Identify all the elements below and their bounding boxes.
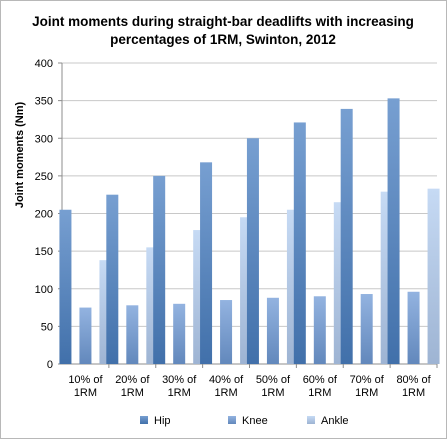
x-tick-label: 1RM — [402, 387, 425, 399]
x-tick-label: 1RM — [121, 387, 144, 399]
x-tick-label: 60% of — [303, 374, 338, 386]
bar-knee — [266, 297, 279, 364]
bar-knee — [407, 291, 420, 364]
legend-label-knee: Knee — [242, 415, 268, 427]
y-tick-label: 250 — [35, 171, 53, 183]
bar-hip — [246, 138, 259, 364]
bar-hip — [293, 122, 306, 364]
x-tick-label: 1RM — [74, 387, 97, 399]
bar-knee — [220, 300, 233, 364]
x-tick-label: 10% of — [68, 374, 103, 386]
x-tick-label: 80% of — [396, 374, 431, 386]
legend-swatch-knee — [228, 416, 236, 424]
legend-label-ankle: Ankle — [321, 415, 349, 427]
bar-knee — [126, 305, 139, 364]
y-tick-label: 50 — [41, 321, 53, 333]
x-tick-label: 20% of — [115, 374, 150, 386]
y-tick-label: 200 — [35, 209, 53, 221]
legend-label-hip: Hip — [154, 415, 171, 427]
x-tick-label: 30% of — [162, 374, 197, 386]
y-tick-label: 150 — [35, 246, 53, 258]
x-tick-label: 70% of — [350, 374, 385, 386]
x-tick-label: 1RM — [168, 387, 191, 399]
y-axis-title: Joint moments (Nm) — [14, 101, 26, 208]
y-tick-label: 350 — [35, 96, 53, 108]
y-tick-label: 400 — [35, 58, 53, 70]
y-tick-label: 300 — [35, 133, 53, 145]
legend: Hip Knee Ankle — [140, 415, 349, 427]
x-tick-label: 50% of — [256, 374, 291, 386]
y-tick-label: 0 — [47, 359, 53, 371]
bar-knee — [360, 294, 373, 364]
bar-knee — [313, 296, 326, 364]
bar-ankle — [427, 188, 440, 364]
bar-knee — [79, 307, 92, 364]
legend-swatch-hip — [140, 416, 148, 424]
y-tick-label: 100 — [35, 284, 53, 296]
bars — [59, 98, 440, 365]
bar-hip — [59, 209, 72, 364]
bar-hip — [387, 98, 400, 365]
chart-title-line: percentages of 1RM, Swinton, 2012 — [110, 32, 336, 47]
bar-hip — [106, 194, 119, 364]
bar-hip — [153, 175, 166, 364]
bar-hip — [340, 108, 353, 364]
x-tick-label: 1RM — [214, 387, 237, 399]
x-tick-label: 1RM — [261, 387, 284, 399]
y-axis-ticks: 0 50 100 150 200 250 300 350 400 — [35, 58, 62, 371]
chart-title: Joint moments during straight-bar deadli… — [32, 14, 414, 47]
bar-hip — [200, 162, 213, 364]
x-tick-label: 1RM — [355, 387, 378, 399]
x-tick-label: 1RM — [308, 387, 331, 399]
legend-swatch-ankle — [307, 416, 315, 424]
x-tick-label: 40% of — [209, 374, 244, 386]
bar-knee — [173, 303, 186, 364]
chart-title-line: Joint moments during straight-bar deadli… — [32, 14, 414, 29]
